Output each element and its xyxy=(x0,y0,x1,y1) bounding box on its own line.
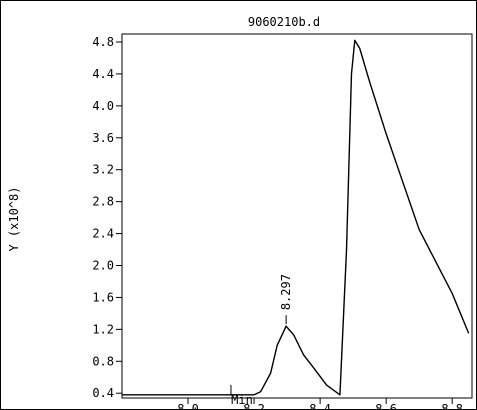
x-axis-ticks: 8.0 8.2 8.4 8.6 8.8 xyxy=(177,398,463,410)
chart-series-group xyxy=(122,39,470,396)
chart-annotations: 8.297 xyxy=(230,274,293,395)
y-tick-label: 2.4 xyxy=(92,227,114,241)
y-tick-label: 4.4 xyxy=(92,67,114,81)
y-tick-label: 2.8 xyxy=(92,195,114,209)
peak-label: 8.297 xyxy=(279,274,293,310)
y-tick-label: 0.4 xyxy=(92,386,114,400)
y-axis-label: Y (x10^8) xyxy=(7,186,21,251)
y-tick-label: 4.8 xyxy=(92,35,114,49)
y-tick-label: 3.2 xyxy=(92,163,114,177)
y-tick-label: 2.0 xyxy=(92,258,114,272)
x-tick-label: 8.2 xyxy=(243,402,265,410)
chromatogram-series-line xyxy=(122,39,470,396)
y-tick-label: 3.6 xyxy=(92,131,114,145)
x-tick-label: 8.8 xyxy=(441,402,463,410)
x-tick-label: 8.0 xyxy=(177,402,199,410)
x-tick-label: 8.4 xyxy=(309,402,331,410)
y-tick-label: 4.0 xyxy=(92,99,114,113)
y-tick-label: 1.2 xyxy=(92,322,114,336)
y-axis-ticks: 0.4 0.8 1.2 1.6 2.0 2.4 2.8 3.2 3.6 4.0 4.4 4.8 xyxy=(92,35,122,400)
x-tick-label: 8.6 xyxy=(375,402,397,410)
x-axis-label: Min xyxy=(231,393,253,407)
y-tick-label: 0.8 xyxy=(92,354,114,368)
chart-title: 9060210b.d xyxy=(248,15,320,29)
y-tick-label: 1.6 xyxy=(92,290,114,304)
plot-frame xyxy=(121,33,473,399)
